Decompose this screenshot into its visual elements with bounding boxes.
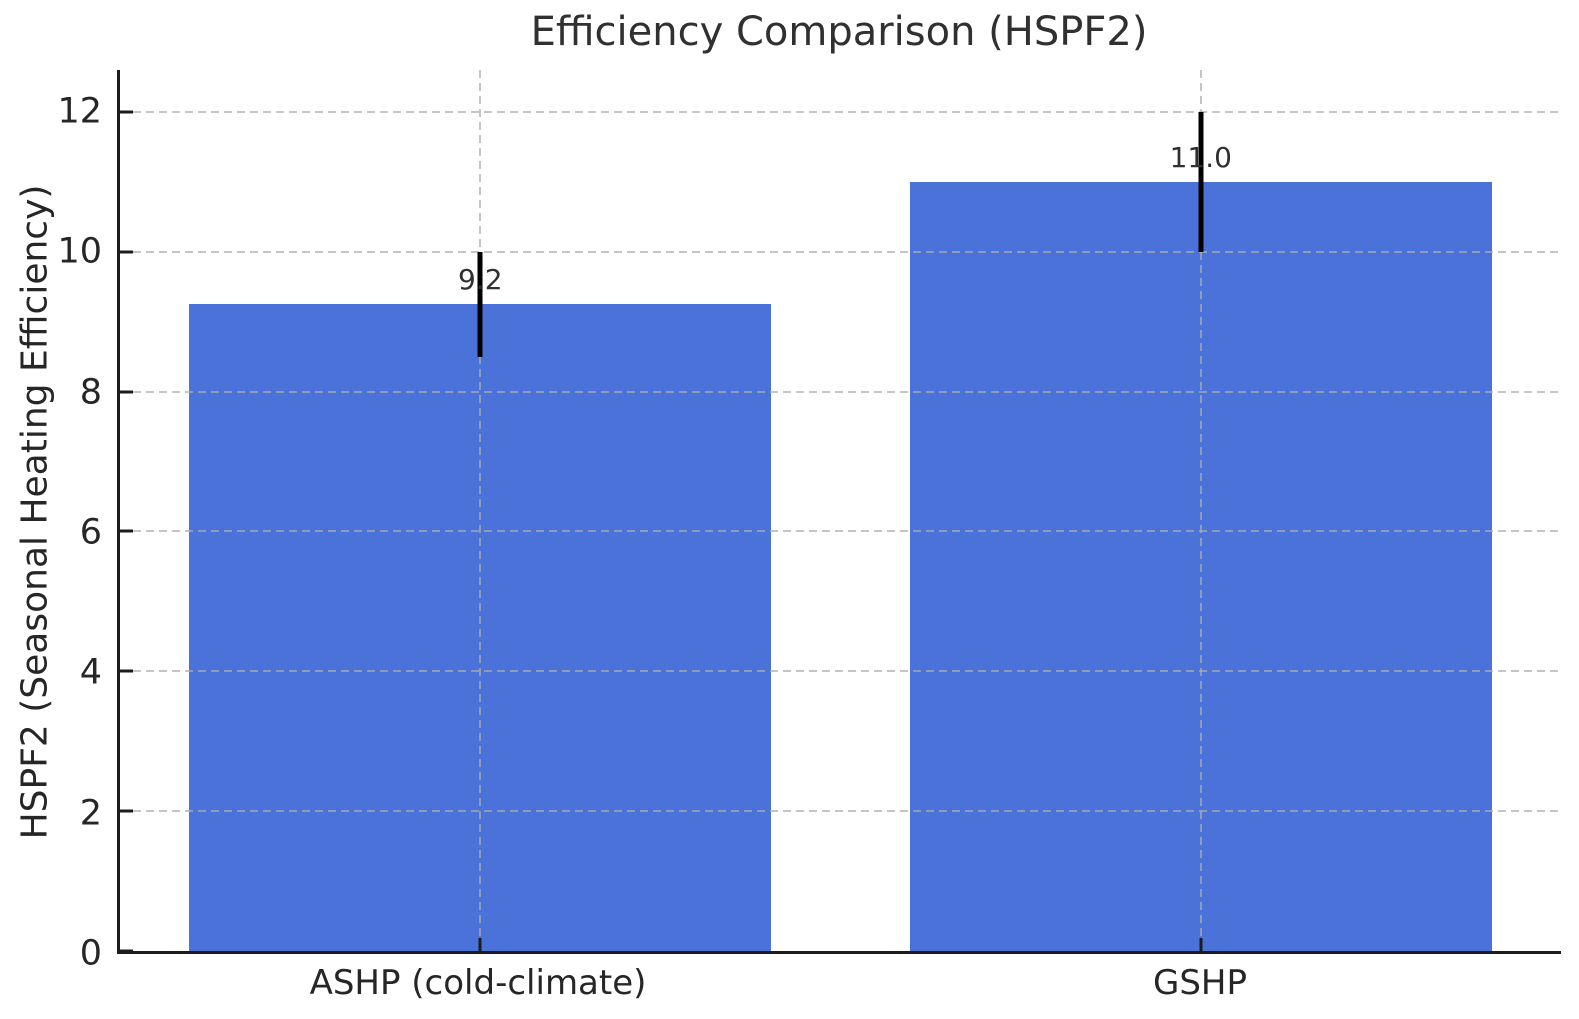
y-tick-label: 12 xyxy=(57,91,102,132)
y-tick-mark xyxy=(120,949,133,953)
gridline-horizontal xyxy=(120,670,1561,673)
y-tick-mark xyxy=(120,110,133,114)
y-tick-label: 6 xyxy=(79,512,102,553)
y-tick-mark xyxy=(120,250,133,254)
gridline-horizontal xyxy=(120,250,1561,253)
gridline-horizontal xyxy=(120,530,1561,533)
y-tick-mark xyxy=(120,390,133,394)
y-tick-label: 4 xyxy=(79,652,102,693)
y-tick-label: 2 xyxy=(79,793,102,834)
y-tick-label: 10 xyxy=(57,231,102,272)
y-axis-label: HSPF2 (Seasonal Heating Efficiency) xyxy=(14,184,56,840)
x-tick-mark xyxy=(478,938,482,951)
gridline-horizontal xyxy=(120,390,1561,393)
y-tick-mark xyxy=(120,669,133,673)
gridline-horizontal xyxy=(120,810,1561,813)
error-bar xyxy=(477,251,483,357)
x-tick-mark xyxy=(1199,938,1203,951)
gridline-horizontal xyxy=(120,110,1561,113)
chart-title: Efficiency Comparison (HSPF2) xyxy=(530,9,1148,55)
bar-value-label: 11.0 xyxy=(1169,140,1232,174)
plot-area: 9.2 11.0 xyxy=(117,70,1561,954)
error-bar xyxy=(1198,111,1204,252)
y-tick-mark xyxy=(120,529,133,533)
gridline-vertical xyxy=(1199,70,1202,951)
x-tick-label: GSHP xyxy=(1153,963,1247,1003)
y-tick-label: 0 xyxy=(79,933,102,974)
bar-value-label: 9.2 xyxy=(457,263,503,297)
gridline-vertical xyxy=(479,70,482,951)
y-tick-mark xyxy=(120,809,133,813)
y-tick-label: 8 xyxy=(79,372,102,413)
x-tick-label: ASHP (cold-climate) xyxy=(309,963,647,1003)
